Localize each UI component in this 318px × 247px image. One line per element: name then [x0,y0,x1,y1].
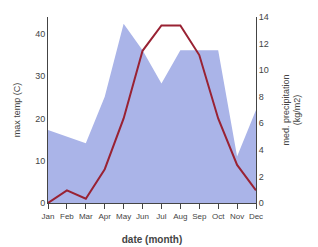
svg-text:8: 8 [259,92,264,102]
svg-text:med. precipitation(kg/m2): med. precipitation(kg/m2) [281,74,303,145]
svg-text:10: 10 [259,65,269,75]
svg-text:Oct: Oct [212,212,225,221]
svg-text:6: 6 [259,118,264,128]
svg-text:12: 12 [259,39,269,49]
svg-text:20: 20 [35,114,45,124]
svg-text:Sep: Sep [192,212,207,221]
svg-text:Jun: Jun [136,212,149,221]
svg-text:Jul: Jul [156,212,166,221]
svg-text:Apr: Apr [99,212,112,221]
svg-text:14: 14 [259,12,269,22]
svg-text:0: 0 [259,198,264,208]
svg-text:Jan: Jan [42,212,55,221]
svg-text:max temp (C): max temp (C) [12,83,22,138]
svg-text:4: 4 [259,145,264,155]
svg-text:Dec: Dec [249,212,263,221]
svg-text:2: 2 [259,172,264,182]
svg-text:date (month): date (month) [122,234,183,245]
svg-text:Feb: Feb [60,212,74,221]
svg-text:Mar: Mar [79,212,93,221]
svg-text:0: 0 [40,198,45,208]
svg-text:Nov: Nov [230,212,244,221]
svg-text:40: 40 [35,29,45,39]
svg-text:10: 10 [35,156,45,166]
svg-text:Aug: Aug [173,212,187,221]
svg-text:May: May [116,212,131,221]
svg-text:30: 30 [35,71,45,81]
